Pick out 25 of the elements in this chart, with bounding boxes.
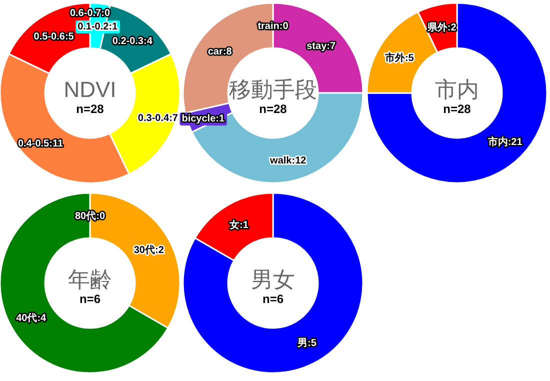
data-label: car:8 [208, 46, 232, 58]
text: n=6 [262, 292, 284, 306]
data-label: 30代:2 [134, 245, 164, 256]
data-label: 男:5 [298, 338, 316, 349]
data-label: 県外:2 [427, 22, 456, 34]
data-label: bicycle:1 [182, 113, 225, 124]
text: n=6 [79, 292, 101, 306]
text: 市内 [435, 77, 479, 102]
data-label: 0.2-0.3:4 [112, 36, 152, 47]
text: 年齢 [68, 267, 112, 292]
text: n=28 [259, 102, 288, 116]
text: NDVI [64, 77, 116, 102]
data-label: walk:12 [270, 155, 306, 166]
text: 移動手段 [229, 77, 317, 102]
data-label: 0.4-0.5:11 [18, 138, 64, 150]
data-label: 0.5-0.6:5 [34, 31, 74, 42]
data-label: 40代:4 [16, 313, 46, 324]
data-label: 市外:5 [384, 52, 414, 64]
data-label: stay:7 [306, 40, 336, 52]
data-label: 0.1-0.2:1 [78, 21, 118, 32]
text: 男女 [251, 267, 295, 292]
text: n=28 [76, 102, 104, 116]
text: n=28 [443, 102, 472, 116]
data-label: 女:1 [230, 220, 248, 232]
data-label: 市内:21 [488, 137, 522, 148]
